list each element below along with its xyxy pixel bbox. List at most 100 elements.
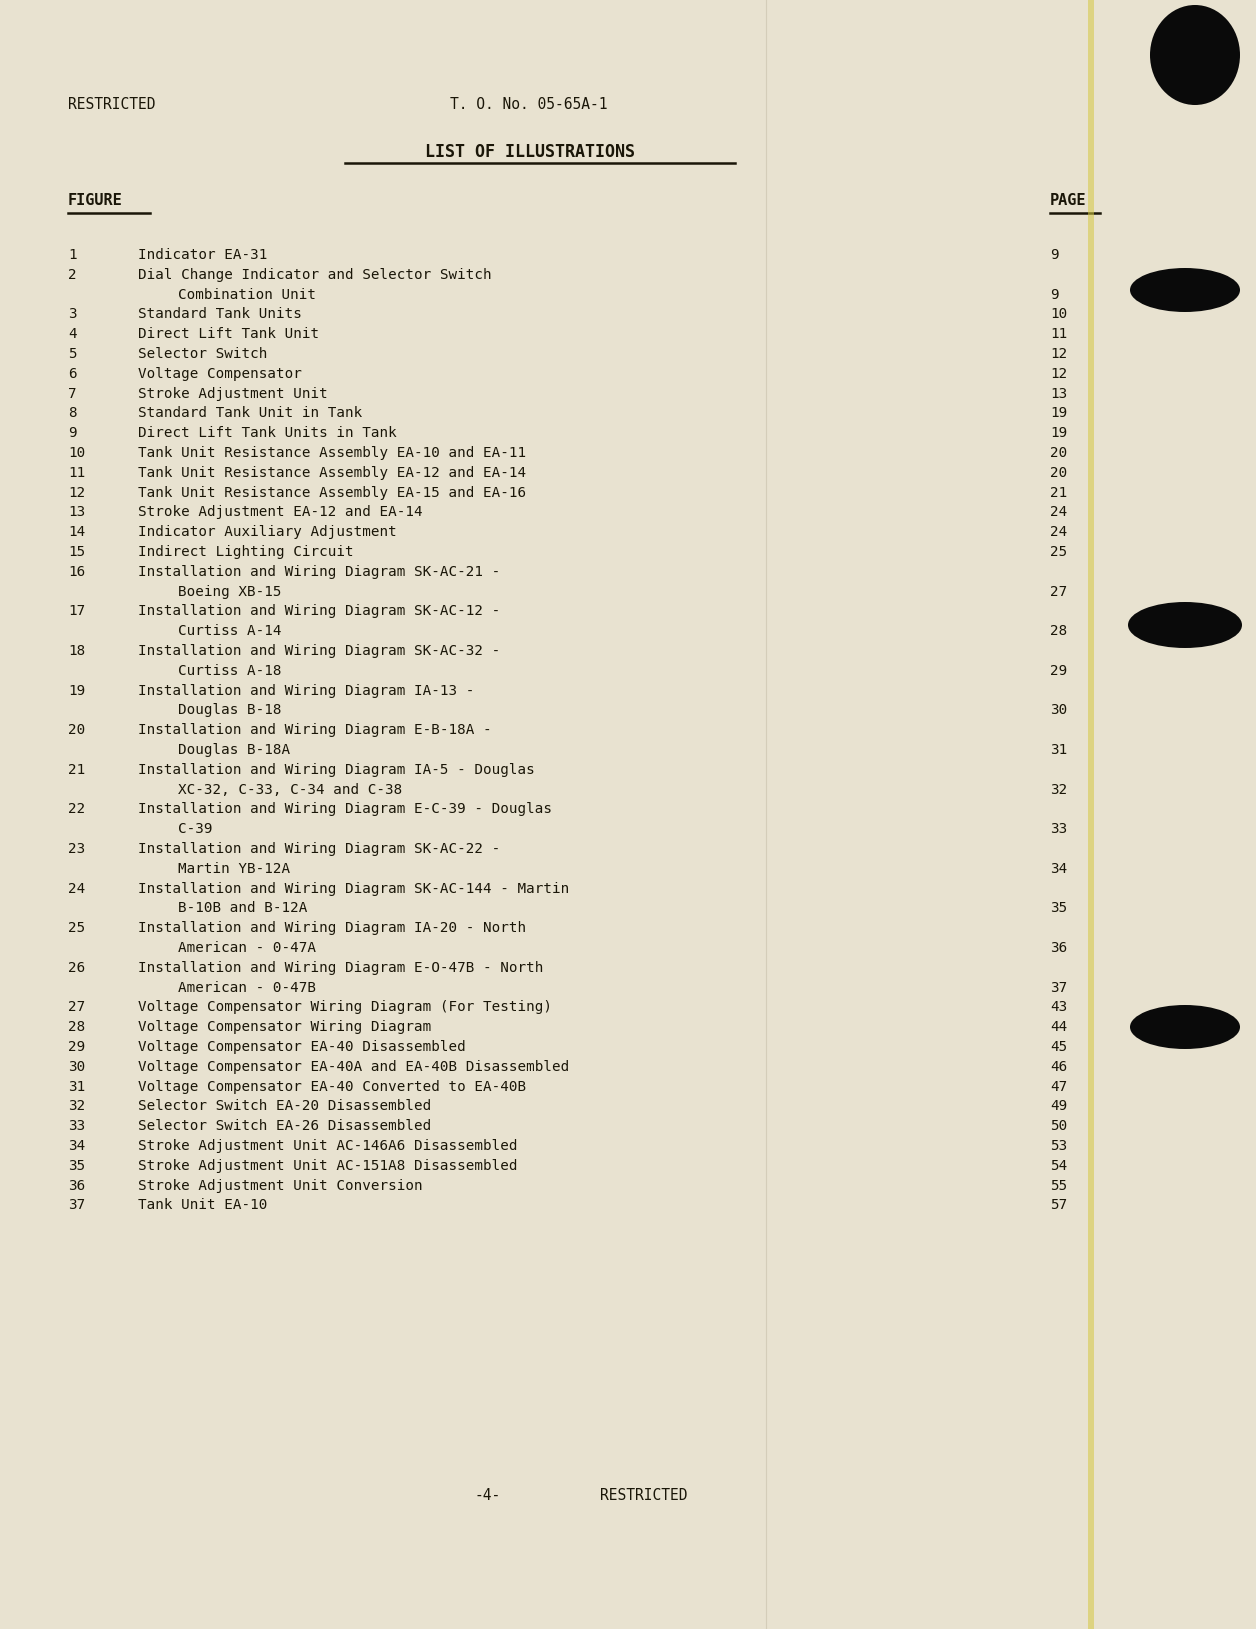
- Text: 33: 33: [1050, 823, 1068, 836]
- Text: 57: 57: [1050, 1199, 1068, 1212]
- Text: 24: 24: [68, 881, 85, 896]
- Text: 1: 1: [68, 248, 77, 262]
- Text: 5: 5: [68, 347, 77, 362]
- Text: 37: 37: [68, 1199, 85, 1212]
- Text: 11: 11: [1050, 327, 1068, 340]
- Text: 50: 50: [1050, 1119, 1068, 1134]
- Text: 12: 12: [68, 485, 85, 500]
- Text: Combination Unit: Combination Unit: [178, 288, 317, 301]
- Text: 3: 3: [68, 308, 77, 321]
- Bar: [1088, 0, 1094, 1629]
- Text: American - 0-47B: American - 0-47B: [178, 981, 317, 995]
- Text: 12: 12: [1050, 347, 1068, 362]
- Text: Selector Switch EA-20 Disassembled: Selector Switch EA-20 Disassembled: [138, 1100, 431, 1113]
- Text: 10: 10: [68, 446, 85, 459]
- Text: Installation and Wiring Diagram SK-AC-32 -: Installation and Wiring Diagram SK-AC-32…: [138, 643, 500, 658]
- Text: Tank Unit Resistance Assembly EA-10 and EA-11: Tank Unit Resistance Assembly EA-10 and …: [138, 446, 526, 459]
- Text: Installation and Wiring Diagram E-O-47B - North: Installation and Wiring Diagram E-O-47B …: [138, 961, 544, 974]
- Text: 19: 19: [1050, 427, 1068, 440]
- Text: 29: 29: [68, 1039, 85, 1054]
- Text: 24: 24: [1050, 505, 1068, 520]
- Text: Curtiss A-18: Curtiss A-18: [178, 663, 281, 678]
- Text: 43: 43: [1050, 1000, 1068, 1015]
- Ellipse shape: [1130, 1005, 1240, 1049]
- Text: Tank Unit Resistance Assembly EA-12 and EA-14: Tank Unit Resistance Assembly EA-12 and …: [138, 466, 526, 481]
- Text: Installation and Wiring Diagram SK-AC-21 -: Installation and Wiring Diagram SK-AC-21…: [138, 565, 500, 578]
- Text: 13: 13: [1050, 386, 1068, 401]
- Text: 2: 2: [68, 267, 77, 282]
- Text: Tank Unit Resistance Assembly EA-15 and EA-16: Tank Unit Resistance Assembly EA-15 and …: [138, 485, 526, 500]
- Text: XC-32, C-33, C-34 and C-38: XC-32, C-33, C-34 and C-38: [178, 782, 402, 797]
- Text: 30: 30: [68, 1060, 85, 1074]
- Text: Installation and Wiring Diagram SK-AC-12 -: Installation and Wiring Diagram SK-AC-12…: [138, 604, 500, 619]
- Text: Voltage Compensator Wiring Diagram (For Testing): Voltage Compensator Wiring Diagram (For …: [138, 1000, 551, 1015]
- Text: Installation and Wiring Diagram E-B-18A -: Installation and Wiring Diagram E-B-18A …: [138, 723, 491, 738]
- Text: 47: 47: [1050, 1080, 1068, 1093]
- Text: 32: 32: [68, 1100, 85, 1113]
- Text: 13: 13: [68, 505, 85, 520]
- Text: Voltage Compensator EA-40A and EA-40B Disassembled: Voltage Compensator EA-40A and EA-40B Di…: [138, 1060, 569, 1074]
- Text: 54: 54: [1050, 1158, 1068, 1173]
- Text: 23: 23: [68, 842, 85, 855]
- Text: 25: 25: [68, 922, 85, 935]
- Text: LIST OF ILLUSTRATIONS: LIST OF ILLUSTRATIONS: [425, 143, 636, 161]
- Text: 29: 29: [1050, 663, 1068, 678]
- Text: 28: 28: [1050, 624, 1068, 639]
- Text: 21: 21: [1050, 485, 1068, 500]
- Ellipse shape: [1130, 269, 1240, 313]
- Text: 31: 31: [1050, 743, 1068, 757]
- Text: Installation and Wiring Diagram IA-5 - Douglas: Installation and Wiring Diagram IA-5 - D…: [138, 762, 535, 777]
- Text: Standard Tank Units: Standard Tank Units: [138, 308, 301, 321]
- Text: 36: 36: [1050, 942, 1068, 955]
- Text: 20: 20: [1050, 466, 1068, 481]
- Text: 21: 21: [68, 762, 85, 777]
- Text: 9: 9: [1050, 248, 1059, 262]
- Text: Direct Lift Tank Unit: Direct Lift Tank Unit: [138, 327, 319, 340]
- Text: RESTRICTED: RESTRICTED: [68, 98, 156, 112]
- Text: 31: 31: [68, 1080, 85, 1093]
- Text: Douglas B-18: Douglas B-18: [178, 704, 281, 717]
- Text: 8: 8: [68, 406, 77, 420]
- Text: Installation and Wiring Diagram IA-20 - North: Installation and Wiring Diagram IA-20 - …: [138, 922, 526, 935]
- Text: 10: 10: [1050, 308, 1068, 321]
- Text: Martin YB-12A: Martin YB-12A: [178, 862, 290, 876]
- Text: -4-: -4-: [475, 1487, 501, 1504]
- Text: 35: 35: [1050, 901, 1068, 915]
- Text: 7: 7: [68, 386, 77, 401]
- Text: 24: 24: [1050, 525, 1068, 539]
- Text: Stroke Adjustment EA-12 and EA-14: Stroke Adjustment EA-12 and EA-14: [138, 505, 422, 520]
- Text: Stroke Adjustment Unit AC-146A6 Disassembled: Stroke Adjustment Unit AC-146A6 Disassem…: [138, 1139, 517, 1153]
- Text: Douglas B-18A: Douglas B-18A: [178, 743, 290, 757]
- Text: 46: 46: [1050, 1060, 1068, 1074]
- Text: Installation and Wiring Diagram IA-13 -: Installation and Wiring Diagram IA-13 -: [138, 684, 475, 697]
- Text: 37: 37: [1050, 981, 1068, 995]
- Text: 17: 17: [68, 604, 85, 619]
- Text: 22: 22: [68, 803, 85, 816]
- Text: 20: 20: [1050, 446, 1068, 459]
- Text: B-10B and B-12A: B-10B and B-12A: [178, 901, 308, 915]
- Ellipse shape: [1128, 603, 1242, 648]
- Text: Indicator Auxiliary Adjustment: Indicator Auxiliary Adjustment: [138, 525, 397, 539]
- Text: 16: 16: [68, 565, 85, 578]
- Text: Voltage Compensator EA-40 Disassembled: Voltage Compensator EA-40 Disassembled: [138, 1039, 466, 1054]
- Text: Stroke Adjustment Unit AC-151A8 Disassembled: Stroke Adjustment Unit AC-151A8 Disassem…: [138, 1158, 517, 1173]
- Text: 12: 12: [1050, 367, 1068, 381]
- Text: 44: 44: [1050, 1020, 1068, 1034]
- Text: Stroke Adjustment Unit: Stroke Adjustment Unit: [138, 386, 328, 401]
- Text: 55: 55: [1050, 1179, 1068, 1192]
- Text: 6: 6: [68, 367, 77, 381]
- Text: 19: 19: [1050, 406, 1068, 420]
- Text: Direct Lift Tank Units in Tank: Direct Lift Tank Units in Tank: [138, 427, 397, 440]
- Text: Tank Unit EA-10: Tank Unit EA-10: [138, 1199, 268, 1212]
- Text: 9: 9: [68, 427, 77, 440]
- Text: 30: 30: [1050, 704, 1068, 717]
- Text: 11: 11: [68, 466, 85, 481]
- Text: PAGE: PAGE: [1050, 192, 1086, 209]
- Text: Selector Switch: Selector Switch: [138, 347, 268, 362]
- Text: 36: 36: [68, 1179, 85, 1192]
- Text: 35: 35: [68, 1158, 85, 1173]
- Ellipse shape: [1150, 5, 1240, 104]
- Text: 27: 27: [68, 1000, 85, 1015]
- Text: 45: 45: [1050, 1039, 1068, 1054]
- Text: 32: 32: [1050, 782, 1068, 797]
